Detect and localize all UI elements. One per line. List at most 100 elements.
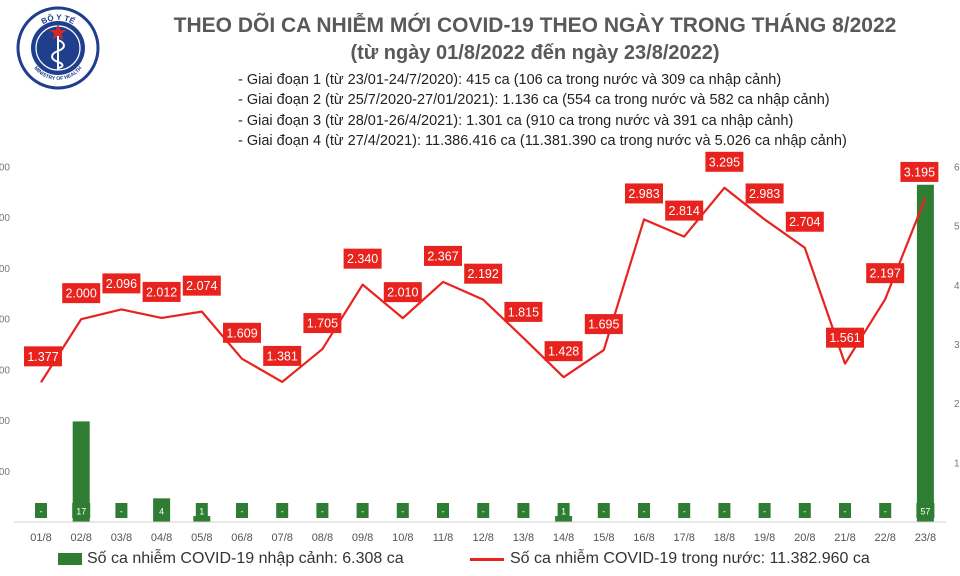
x-tick-20/8: 20/8 [794, 532, 815, 544]
bar-label-08/8: - [321, 507, 324, 517]
x-tick-05/8: 05/8 [191, 532, 212, 544]
point-label-02/8: 2.000 [66, 287, 97, 301]
x-tick-11/8: 11/8 [433, 532, 454, 544]
phase-notes: - Giai đoạn 1 (từ 23/01-24/7/2020): 415 … [238, 70, 847, 151]
bar-label-20/8: - [803, 507, 806, 517]
point-label-05/8: 2.074 [186, 279, 217, 293]
bar-label-box-13/8 [517, 503, 530, 518]
point-label-box-08/8 [303, 313, 342, 334]
legend-line-label: Số ca nhiễm COVID-19 trong nước: 11.382.… [510, 550, 870, 567]
bar-label-box-15/8 [597, 503, 610, 518]
legend-line-swatch [470, 557, 504, 561]
left-tick-1: 000 [0, 467, 10, 478]
point-label-box-13/8 [504, 301, 543, 322]
x-tick-06/8: 06/8 [231, 532, 252, 544]
point-label-box-07/8 [263, 345, 302, 366]
right-tick-2: 2 [954, 399, 960, 410]
bar-label-23/8: 57 [920, 507, 930, 517]
x-tick-08/8: 08/8 [312, 532, 333, 544]
note-phase-2: - Giai đoạn 2 (từ 25/7/2020-27/01/2021):… [238, 92, 830, 109]
x-tick-17/8: 17/8 [673, 532, 694, 544]
point-label-12/8: 2.192 [468, 267, 499, 281]
left-tick-6: 000 [0, 213, 10, 224]
bar-label-18/8: - [723, 507, 726, 517]
point-label-01/8: 1.377 [27, 350, 58, 364]
point-label-box-04/8 [142, 281, 181, 302]
ministry-of-health-logo: BỘ Y TẾ MINISTRY OF HEALTH [16, 6, 100, 90]
left-tick-5: 000 [0, 264, 10, 275]
point-label-box-19/8 [745, 183, 784, 204]
x-tick-14/8: 14/8 [553, 532, 574, 544]
logo-top-text: BỘ Y TẾ [40, 13, 78, 26]
bar-label-01/8: - [40, 507, 43, 517]
point-label-13/8: 1.815 [508, 305, 539, 319]
point-label-box-02/8 [62, 283, 101, 304]
point-label-21/8: 1.561 [829, 331, 860, 345]
point-label-17/8: 2.814 [669, 204, 700, 218]
right-tick-1: 1 [954, 458, 960, 469]
legend-line-entry: Số ca nhiễm COVID-19 trong nước: 11.382.… [470, 550, 870, 568]
note-phase-4: - Giai đoạn 4 (từ 27/4/2021): 11.386.416… [238, 132, 847, 149]
point-label-03/8: 2.096 [106, 277, 137, 291]
point-label-box-06/8 [223, 322, 261, 343]
point-label-box-11/8 [424, 245, 462, 266]
right-axis: 1 2 3 4 5 6 [954, 163, 960, 470]
right-tick-3: 3 [954, 340, 960, 351]
point-label-22/8: 2.197 [870, 267, 901, 281]
note-phase-1: - Giai đoạn 1 (từ 23/01-24/7/2020): 415 … [238, 72, 782, 88]
point-label-16/8: 2.983 [628, 187, 659, 201]
x-tick-15/8: 15/8 [593, 532, 614, 544]
bar-label-12/8: - [482, 507, 485, 517]
bar-label-16/8: - [643, 507, 646, 517]
bar-label-06/8: - [241, 507, 244, 517]
point-label-04/8: 2.012 [146, 285, 177, 299]
bar-label-box-07/8 [276, 503, 289, 518]
bar-05/8 [193, 516, 211, 522]
x-tick-10/8: 10/8 [392, 532, 413, 544]
bar-02/8 [72, 421, 90, 522]
bar-label-15/8: - [602, 507, 605, 517]
legend-bar-swatch [58, 553, 82, 565]
point-label-box-21/8 [826, 327, 864, 348]
bar-label-box-21/8 [839, 503, 851, 518]
bar-label-09/8: - [361, 507, 364, 517]
x-tick-03/8: 03/8 [111, 532, 132, 544]
point-label-06/8: 1.609 [226, 326, 257, 340]
legend-bar-entry: Số ca nhiễm COVID-19 nhập cảnh: 6.308 ca [58, 550, 404, 568]
point-label-box-22/8 [866, 263, 905, 284]
x-tick-21/8: 21/8 [834, 532, 855, 544]
point-label-box-23/8 [900, 161, 939, 182]
point-label-box-14/8 [544, 341, 583, 362]
bar-label-box-09/8 [356, 503, 369, 518]
bar-label-10/8: - [401, 507, 404, 517]
point-label-box-01/8 [24, 346, 62, 367]
point-label-box-18/8 [705, 151, 744, 172]
left-tick-2: 000 [0, 416, 10, 427]
point-label-box-16/8 [625, 183, 663, 204]
x-tick-13/8: 13/8 [513, 532, 534, 544]
bar-label-box-02/8 [72, 503, 91, 518]
x-tick-23/8: 23/8 [915, 532, 936, 544]
x-tick-04/8: 04/8 [151, 532, 172, 544]
chart-title: THEO DÕI CA NHIỄM MỚI COVID-19 THEO NGÀY… [173, 14, 897, 37]
bar-label-box-22/8 [879, 503, 892, 518]
bar-label-box-17/8 [678, 503, 691, 518]
x-tick-07/8: 07/8 [271, 532, 292, 544]
left-tick-4: 000 [0, 315, 10, 326]
line-path [40, 186, 927, 384]
bar-label-box-14/8 [557, 503, 570, 518]
bar-label-box-16/8 [638, 503, 650, 518]
bar-label-box-19/8 [758, 503, 771, 518]
bar-14/8 [555, 516, 573, 522]
point-label-18/8: 3.295 [709, 155, 740, 169]
point-label-10/8: 2.010 [387, 286, 418, 300]
bar-label-box-23/8 [916, 503, 935, 518]
bar-label-box-12/8 [477, 503, 490, 518]
right-tick-4: 4 [954, 281, 960, 292]
bar-label-box-05/8 [195, 503, 208, 518]
legend-bar-label: Số ca nhiễm COVID-19 nhập cảnh: 6.308 ca [87, 550, 404, 567]
left-tick-7: 000 [0, 163, 10, 174]
bar-23/8 [916, 184, 934, 522]
point-label-14/8: 1.428 [548, 345, 579, 359]
